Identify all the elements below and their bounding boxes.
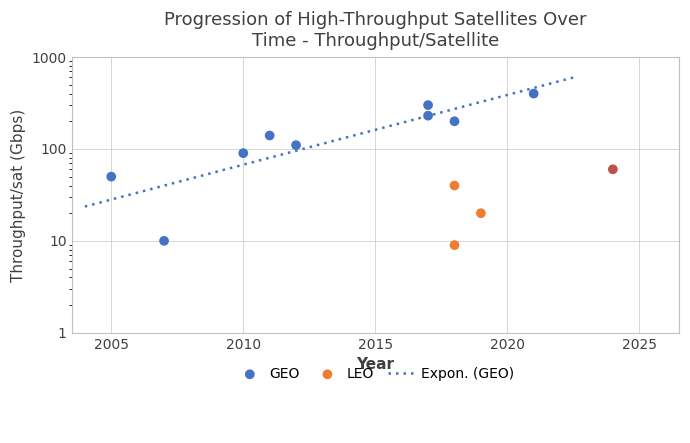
GEO	[238, 150, 249, 157]
Expon. (GEO)	[493, 95, 501, 101]
Line: Expon. (GEO): Expon. (GEO)	[85, 78, 573, 206]
LEO	[475, 210, 486, 217]
Expon. (GEO)	[81, 204, 89, 209]
GEO	[422, 101, 433, 109]
Title: Progression of High-Throughput Satellites Over
Time - Throughput/Satellite: Progression of High-Throughput Satellite…	[164, 11, 586, 50]
LEO	[449, 241, 460, 249]
Y-axis label: Throughput/sat (Gbps): Throughput/sat (Gbps)	[11, 108, 26, 281]
Expon. (GEO)	[380, 125, 388, 130]
GEO	[290, 142, 302, 149]
GEO	[449, 118, 460, 125]
Legend: GEO, LEO, Expon. (GEO): GEO, LEO, Expon. (GEO)	[230, 361, 520, 386]
Point	[607, 166, 618, 173]
Expon. (GEO)	[371, 127, 380, 132]
LEO	[449, 182, 460, 189]
Expon. (GEO)	[569, 75, 578, 80]
Expon. (GEO)	[82, 203, 90, 209]
GEO	[528, 90, 539, 97]
GEO	[159, 237, 170, 245]
X-axis label: Year: Year	[356, 357, 394, 372]
GEO	[106, 173, 117, 180]
Expon. (GEO)	[370, 128, 378, 133]
GEO	[422, 112, 433, 119]
GEO	[264, 132, 275, 139]
Expon. (GEO)	[524, 87, 532, 92]
